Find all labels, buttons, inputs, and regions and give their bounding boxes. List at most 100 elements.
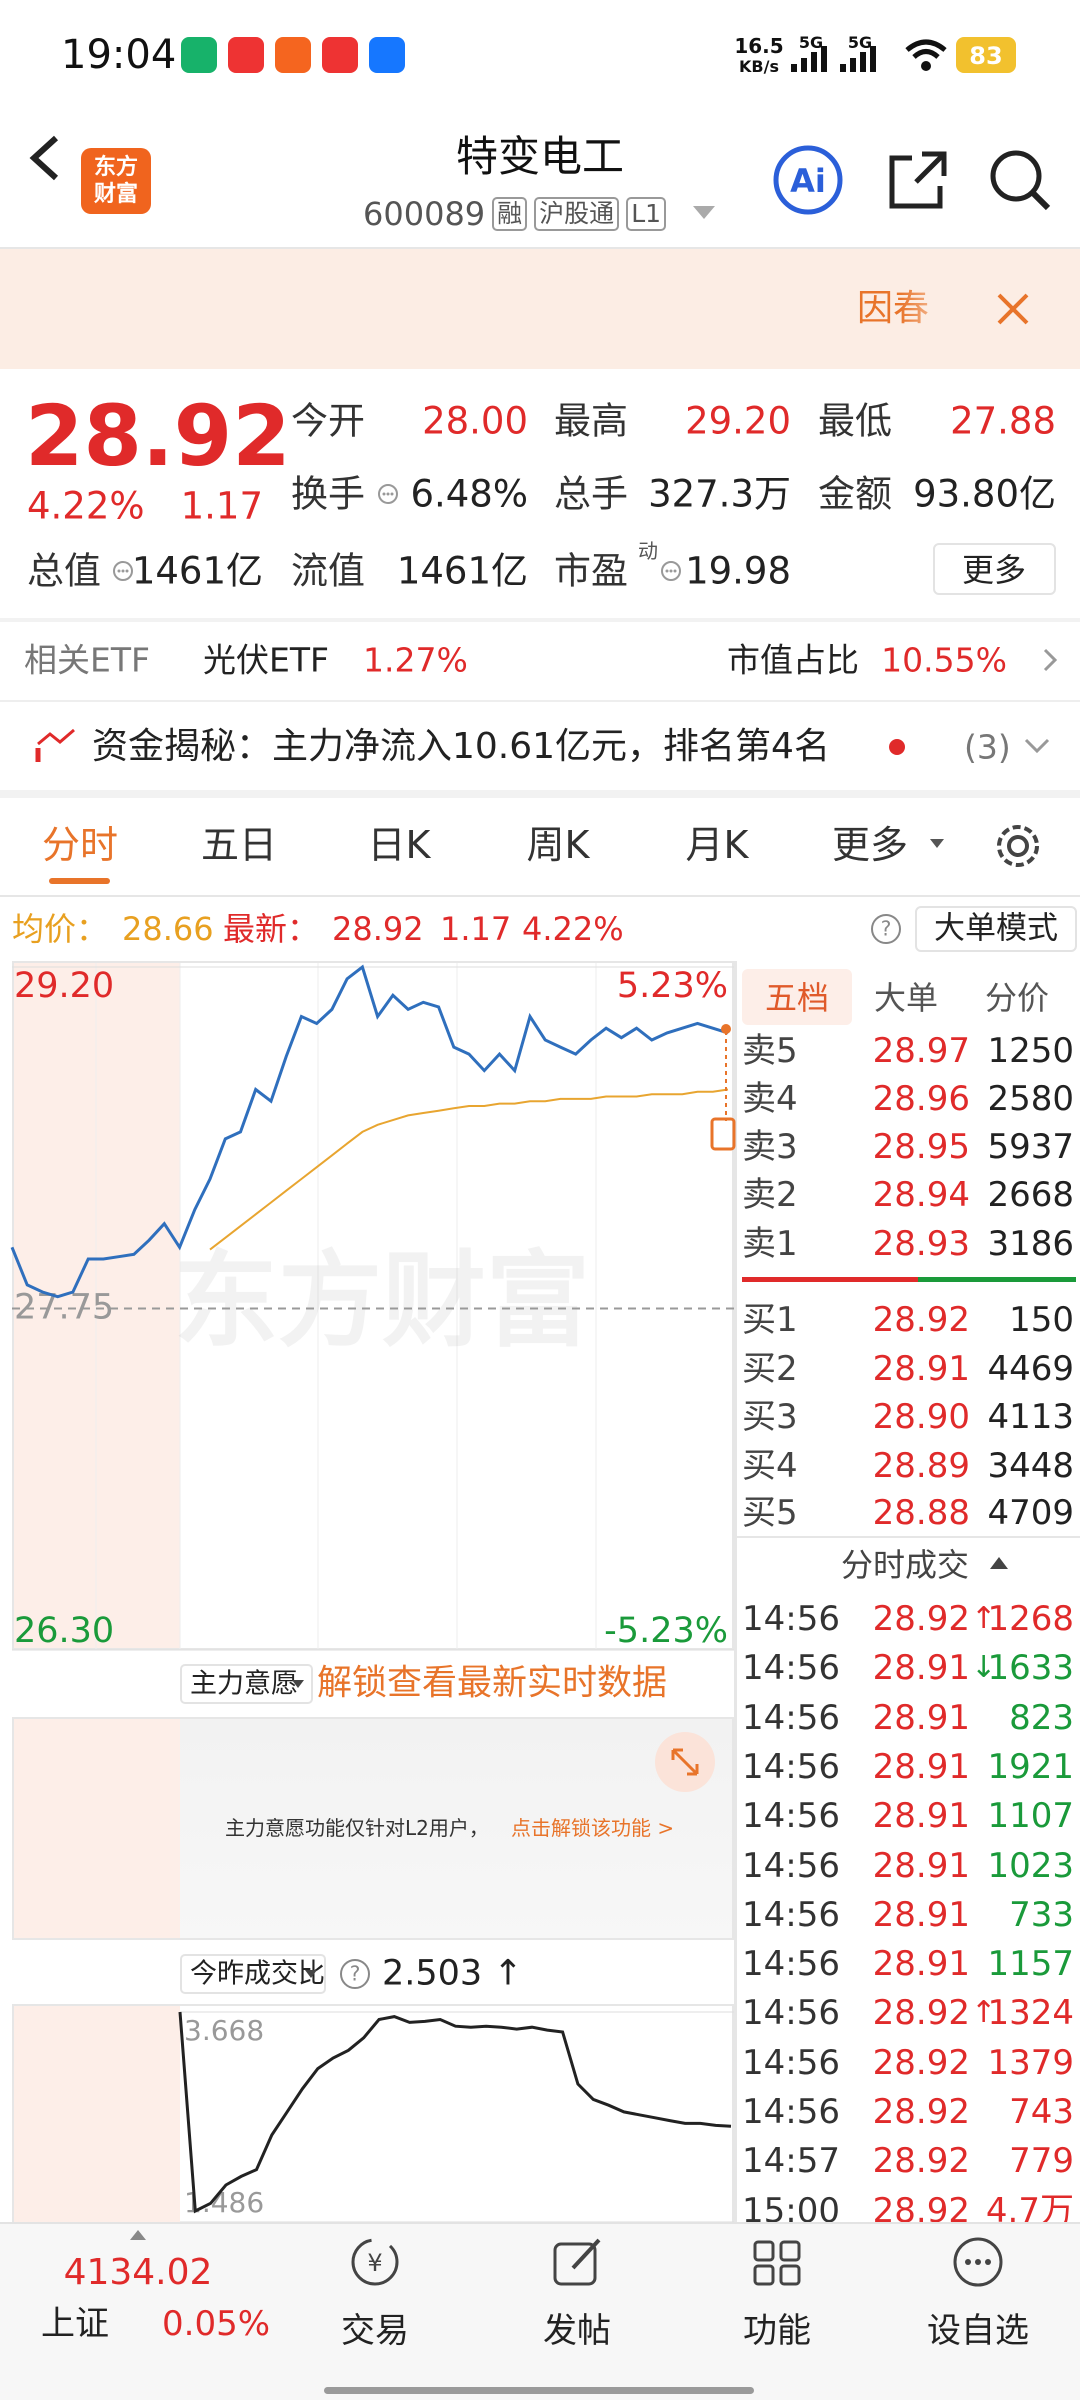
share-button[interactable] (886, 148, 950, 212)
nav-item[interactable]: 设自选 (927, 2311, 1029, 2351)
more-label[interactable]: 更多 (961, 551, 1027, 589)
help-icon-part (340, 1959, 370, 1989)
divider (0, 247, 1080, 249)
tag-dropdown-part (693, 206, 715, 219)
stock-name: 特变电工 (455, 132, 625, 181)
book-price: 28.94 (872, 1175, 970, 1215)
book-balance-buy (918, 1277, 1076, 1282)
book-tab[interactable]: 分价 (984, 979, 1050, 1017)
trade-time: 14:56 (742, 1599, 840, 1639)
nav-icon[interactable] (749, 2234, 805, 2290)
info-icon-part (661, 561, 681, 581)
book-tab[interactable]: 五档 (764, 979, 830, 1017)
signal-bar (821, 46, 827, 72)
back-button[interactable] (24, 134, 64, 182)
ratio-chart: 3.668 1.486 (178, 2011, 734, 2223)
trade-time: 14:56 (742, 1697, 840, 1738)
nav-icon-part (753, 2264, 775, 2286)
period-tab[interactable]: 五日 (200, 823, 278, 867)
nav-item[interactable]: 发帖 (543, 2311, 611, 2351)
change: 1.17 (180, 484, 263, 528)
nav-icon[interactable] (549, 2234, 605, 2290)
l2-link[interactable]: 点击解锁该功能 > (511, 1816, 675, 1840)
info-icon-part (669, 569, 673, 573)
trade-price: 28.91 (872, 1697, 970, 1738)
expand-button[interactable] (653, 1730, 717, 1794)
trade-volume: 779 (1009, 2141, 1074, 2182)
logo (81, 148, 151, 214)
settings-button[interactable] (994, 822, 1042, 870)
panel-divider (734, 961, 737, 2222)
field-label: 金额 (818, 472, 892, 516)
unread-dot (889, 739, 905, 755)
selector[interactable] (180, 1664, 313, 1704)
app-icon (181, 37, 217, 73)
nav-icon[interactable]: ¥ (347, 2234, 403, 2290)
selector-label[interactable]: 今昨成交比 (190, 1958, 325, 1990)
mode-label[interactable]: 大单模式 (934, 910, 1058, 947)
trade-time: 14:56 (742, 2092, 840, 2132)
banner-fade (900, 270, 990, 350)
chevron (1043, 648, 1058, 672)
index-caret (130, 2230, 146, 2240)
nav-item[interactable]: 交易 (341, 2311, 409, 2351)
ai-button[interactable] (772, 144, 844, 216)
banner-close[interactable] (996, 292, 1030, 326)
trade-price: 28.91 (872, 1894, 970, 1935)
field-label: 总手 (554, 472, 628, 516)
period-tab[interactable]: 分时 (41, 823, 119, 867)
fund-flow-count: (3) (964, 727, 1011, 767)
field-value: 1461亿 (396, 549, 528, 593)
help-icon-part (871, 914, 901, 944)
etf-name[interactable]: 光伏ETF (203, 640, 329, 680)
info-icon-part (673, 569, 677, 573)
info-icon-part (382, 492, 386, 496)
selector-caret (292, 1680, 304, 1688)
app-icon (322, 37, 358, 73)
chart-shade (12, 2004, 180, 2224)
search-button[interactable] (988, 148, 1052, 212)
stock-tag: 沪股通 (534, 197, 620, 231)
trade-price: 28.91 (872, 1845, 970, 1886)
last-label: 最新： (223, 910, 320, 948)
field-value: 93.80亿 (913, 472, 1056, 516)
selector-caret-part (305, 1970, 317, 1978)
period-tab[interactable]: 周K (526, 823, 590, 867)
index-value[interactable]: 4134.02 (63, 2252, 213, 2293)
period-tab[interactable]: 月K (685, 823, 749, 867)
watermark: 东方财富 (174, 1239, 590, 1361)
book-level: 卖4 (742, 1079, 798, 1119)
trade-time: 15:00 (742, 2190, 840, 2231)
trade-price: 28.92 (872, 1599, 970, 1639)
wifi-icon-part (912, 49, 940, 59)
mode-button[interactable] (915, 906, 1077, 952)
more-button[interactable] (933, 543, 1056, 595)
net-speed: 16.5 (734, 34, 784, 58)
nav-icon[interactable] (950, 2234, 1006, 2290)
selector-label[interactable]: 主力意愿 (190, 1668, 298, 1700)
nav-item[interactable]: 功能 (743, 2311, 811, 2351)
selector[interactable] (180, 1954, 326, 1994)
trade-volume: 1107 (987, 1796, 1074, 1837)
nav-icon-part (753, 2240, 775, 2262)
y-tick-label: 29.20 (14, 966, 114, 1006)
info-icon-part (125, 569, 129, 573)
series-line (10, 964, 729, 1299)
field-label: 流值 (291, 549, 365, 593)
unlock-link[interactable]: 解锁查看最新实时数据 (317, 1663, 668, 1704)
nav-icon-part (779, 2264, 801, 2286)
trade-volume: 1157 (987, 1944, 1074, 1985)
selector-caret-part (292, 1680, 304, 1688)
change-value: 1.17 (440, 910, 512, 948)
info-icon (113, 561, 133, 581)
period-tab[interactable]: 日K (367, 823, 431, 867)
tab-dropdown (930, 839, 944, 848)
period-tab[interactable]: 更多 (831, 823, 909, 867)
book-tab[interactable]: 大单 (873, 979, 939, 1017)
nav-icon-part (571, 2238, 601, 2270)
last-value: 28.92 (332, 910, 424, 948)
change-pct: 4.22% (27, 484, 145, 528)
fund-flow-text[interactable]: 资金揭秘：主力净流入10.61亿元，排名第4名 (92, 726, 830, 767)
book-price: 28.90 (872, 1397, 970, 1437)
